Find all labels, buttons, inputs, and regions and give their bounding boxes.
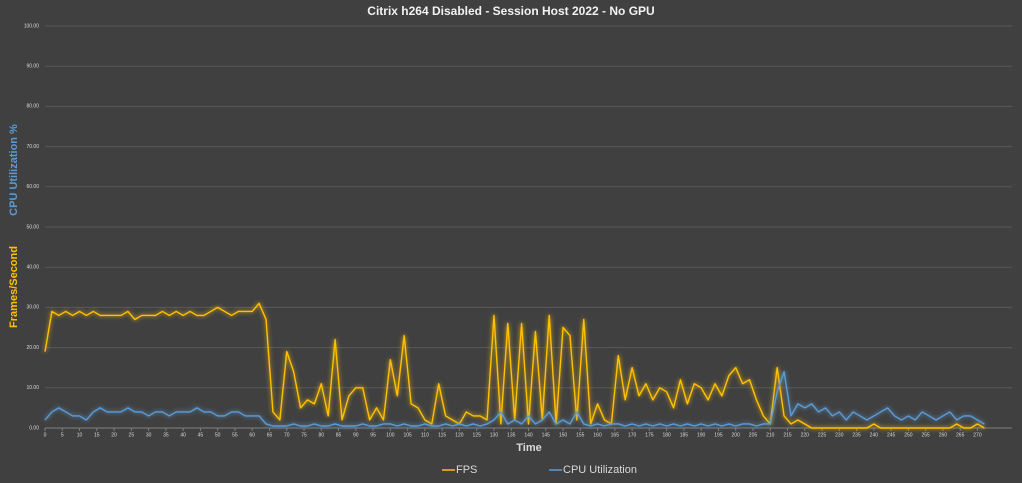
- x-tick-label: 160: [593, 432, 602, 438]
- x-tick-label: 85: [336, 432, 342, 438]
- x-tick-label: 145: [542, 432, 551, 438]
- x-tick-label: 175: [645, 432, 654, 438]
- x-tick-label: 90: [353, 432, 359, 438]
- x-tick-label: 30: [146, 432, 152, 438]
- x-tick-label: 45: [198, 432, 204, 438]
- x-tick-label: 140: [524, 432, 533, 438]
- y-tick-label: 100.00: [24, 23, 40, 29]
- y-tick-label: 0.00: [29, 425, 39, 431]
- y-tick-label: 80.00: [26, 104, 39, 110]
- x-tick-label: 220: [801, 432, 810, 438]
- x-tick-label: 240: [870, 432, 879, 438]
- x-tick-label: 25: [129, 432, 135, 438]
- y-axis-label: CPU Utilization %: [8, 124, 20, 216]
- x-tick-label: 15: [94, 432, 100, 438]
- x-tick-label: 210: [766, 432, 775, 438]
- y-tick-label: 10.00: [26, 385, 39, 391]
- x-tick-label: 215: [783, 432, 792, 438]
- x-tick-label: 80: [319, 432, 325, 438]
- x-tick-label: 165: [611, 432, 620, 438]
- x-tick-label: 55: [232, 432, 238, 438]
- x-tick-label: 205: [749, 432, 758, 438]
- x-tick-label: 170: [628, 432, 637, 438]
- x-tick-label: 245: [887, 432, 896, 438]
- x-tick-label: 265: [956, 432, 965, 438]
- x-tick-label: 60: [249, 432, 255, 438]
- x-tick-label: 110: [421, 432, 429, 438]
- x-tick-label: 100: [386, 432, 395, 438]
- x-axis-label: Time: [516, 442, 541, 454]
- x-tick-label: 5: [61, 432, 64, 438]
- y-tick-label: 30.00: [26, 305, 39, 311]
- x-tick-label: 125: [473, 432, 482, 438]
- x-tick-label: 65: [267, 432, 273, 438]
- data-line: [44, 302, 985, 429]
- x-tick-label: 230: [835, 432, 844, 438]
- x-tick-label: 185: [680, 432, 689, 438]
- legend-label: CPU Utilization: [563, 464, 637, 476]
- x-tick-label: 0: [44, 432, 47, 438]
- x-tick-label: 105: [403, 432, 412, 438]
- x-tick-label: 50: [215, 432, 221, 438]
- y-axis-label: Frames/Second: [8, 246, 20, 328]
- x-tick-label: 195: [714, 432, 723, 438]
- x-tick-label: 40: [180, 432, 186, 438]
- x-tick-label: 115: [438, 432, 446, 438]
- y-tick-label: 20.00: [26, 345, 39, 351]
- x-tick-label: 255: [921, 432, 930, 438]
- x-tick-label: 10: [77, 432, 83, 438]
- y-tick-label: 50.00: [26, 224, 39, 230]
- x-tick-label: 250: [904, 432, 913, 438]
- legend-label: FPS: [456, 464, 477, 476]
- x-tick-label: 180: [662, 432, 671, 438]
- data-line: [44, 371, 985, 427]
- x-tick-label: 200: [732, 432, 741, 438]
- x-tick-label: 190: [697, 432, 706, 438]
- x-tick-label: 155: [576, 432, 585, 438]
- x-tick-label: 70: [284, 432, 290, 438]
- chart-title: Citrix h264 Disabled - Session Host 2022…: [367, 4, 654, 18]
- x-tick-label: 235: [852, 432, 861, 438]
- y-tick-label: 40.00: [26, 265, 39, 271]
- x-tick-label: 95: [370, 432, 376, 438]
- x-tick-label: 150: [559, 432, 568, 438]
- x-tick-label: 130: [490, 432, 499, 438]
- x-tick-label: 35: [163, 432, 169, 438]
- x-tick-label: 260: [939, 432, 948, 438]
- x-tick-label: 75: [301, 432, 307, 438]
- y-tick-label: 70.00: [26, 144, 39, 150]
- x-tick-label: 20: [111, 432, 117, 438]
- y-tick-label: 60.00: [26, 184, 39, 190]
- y-tick-label: 90.00: [26, 64, 39, 70]
- x-tick-label: 135: [507, 432, 516, 438]
- x-tick-label: 225: [818, 432, 827, 438]
- x-tick-label: 120: [455, 432, 464, 438]
- x-tick-label: 270: [973, 432, 982, 438]
